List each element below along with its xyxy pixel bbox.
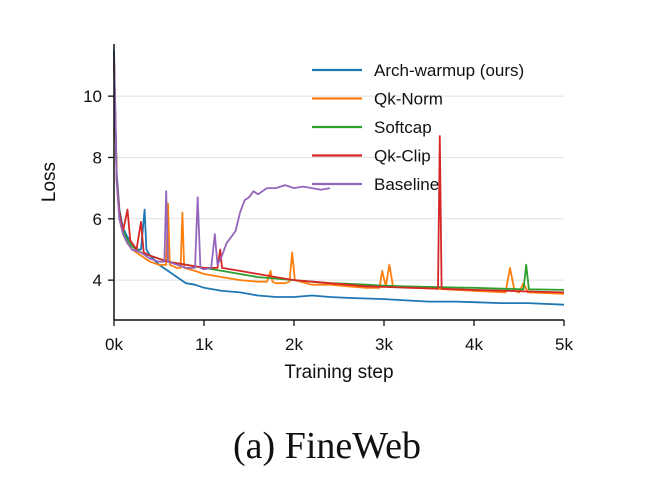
- legend-label: Baseline: [374, 175, 439, 194]
- x-tick-label: 5k: [555, 335, 573, 354]
- x-axis-label: Training step: [284, 362, 393, 383]
- legend-label: Arch-warmup (ours): [374, 61, 524, 80]
- y-tick-label: 10: [83, 87, 102, 106]
- series-line: [113, 59, 565, 294]
- x-tick-label: 2k: [285, 335, 303, 354]
- y-tick-label: 6: [93, 210, 102, 229]
- series-line: [113, 59, 565, 295]
- ticks: 4 6 8 10 0k 1k 2k 3k 4k 5k: [83, 87, 573, 354]
- y-tick-label: 4: [93, 271, 102, 290]
- series-line: [113, 59, 565, 291]
- axes: [113, 44, 564, 321]
- x-tick-label: 0k: [105, 335, 123, 354]
- loss-chart: 4 6 8 10 0k 1k 2k 3k 4k 5k Training step Loss Arc…: [39, 44, 573, 383]
- x-tick-label: 4k: [465, 335, 483, 354]
- x-tick-label: 3k: [375, 335, 393, 354]
- legend: Arch-warmup (ours) Qk-Norm Softcap Qk-Clip B…: [312, 61, 524, 194]
- x-tick-label: 1k: [195, 335, 213, 354]
- y-axis-label: Loss: [39, 162, 60, 202]
- series-line: [113, 56, 331, 271]
- legend-label: Qk-Norm: [374, 90, 443, 109]
- series-layer: [113, 50, 565, 306]
- legend-label: Qk-Clip: [374, 147, 431, 166]
- grid-lines: [114, 95, 564, 281]
- legend-label: Softcap: [374, 118, 432, 137]
- y-tick-label: 8: [93, 148, 102, 167]
- figure-caption: (a) FineWeb: [233, 425, 421, 467]
